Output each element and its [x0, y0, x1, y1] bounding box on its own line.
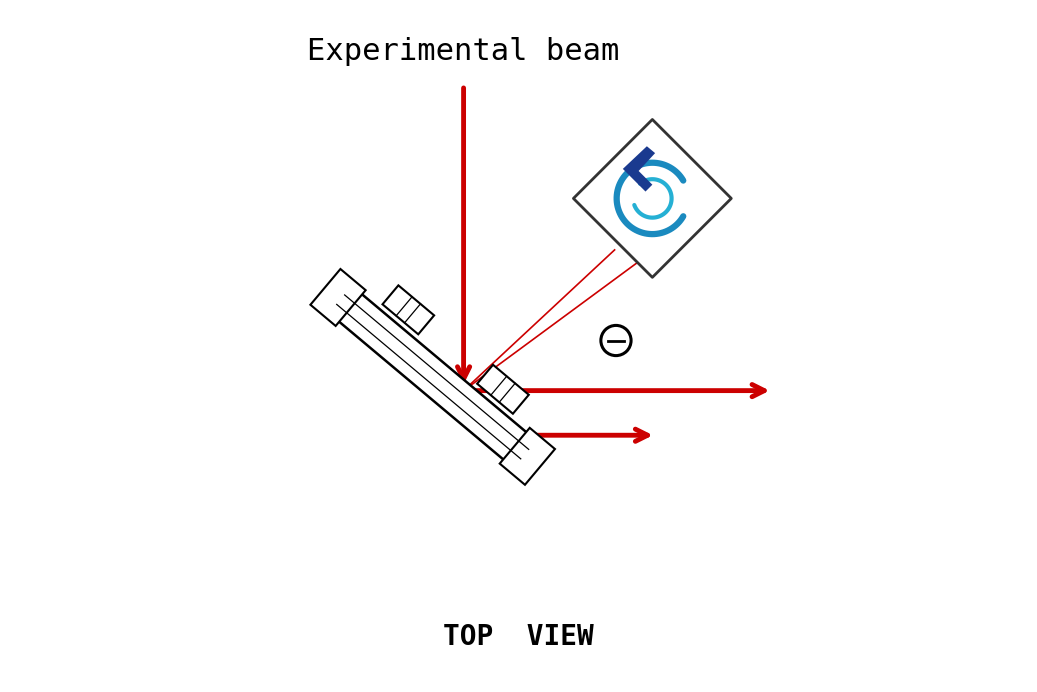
Polygon shape: [477, 365, 529, 414]
Polygon shape: [623, 146, 655, 192]
Polygon shape: [310, 269, 366, 326]
Polygon shape: [327, 284, 539, 470]
Polygon shape: [500, 428, 555, 485]
Text: Experimental beam: Experimental beam: [307, 37, 620, 66]
Polygon shape: [573, 120, 731, 277]
Polygon shape: [383, 285, 435, 334]
Text: TOP  VIEW: TOP VIEW: [443, 623, 594, 651]
